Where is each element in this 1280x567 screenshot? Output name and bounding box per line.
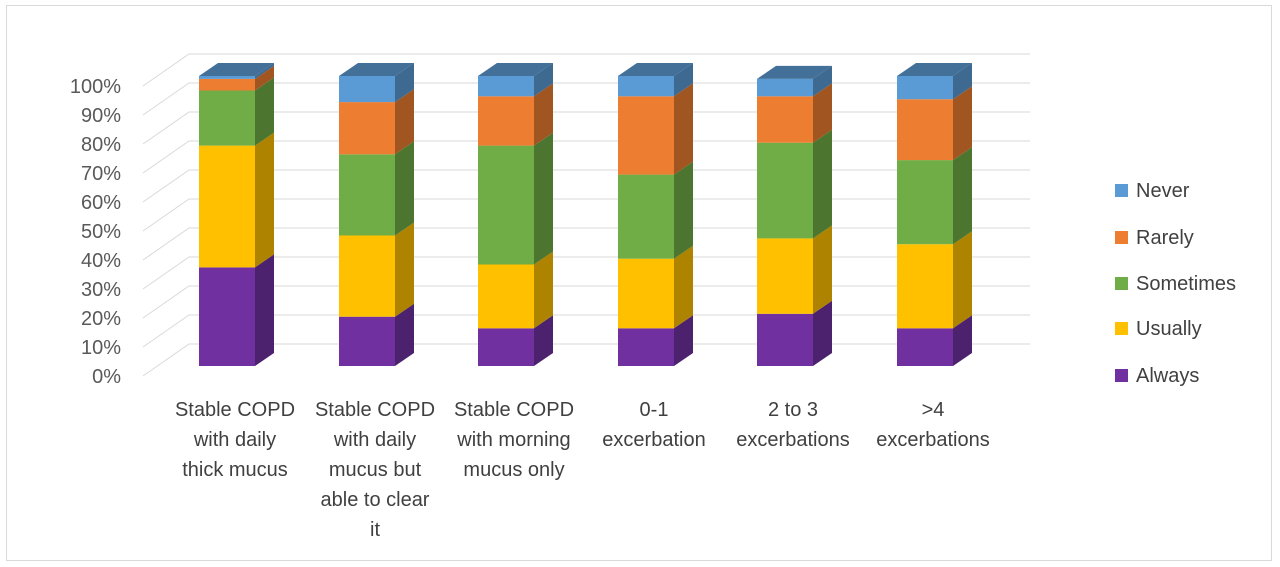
gridline <box>142 82 1030 116</box>
legend-label: Always <box>1136 365 1199 387</box>
bar-segment-rarely <box>618 83 693 175</box>
legend-item-usually: Usually <box>1115 318 1202 340</box>
bar-segment-rarely <box>757 83 832 143</box>
bar-stack <box>618 63 693 366</box>
bar-segment-usually <box>339 222 414 317</box>
bars <box>199 63 972 366</box>
y-tick-label: 0% <box>92 366 121 388</box>
bar-segment-sometimes <box>339 141 414 236</box>
legend-swatch <box>1115 231 1128 244</box>
y-tick-label: 80% <box>81 134 121 156</box>
category-label: >4 excerbations <box>876 399 989 451</box>
bar-stack <box>897 63 972 366</box>
y-tick-label: 60% <box>81 192 121 214</box>
bar-segment-never <box>199 63 274 79</box>
gridline <box>142 256 1030 290</box>
bar-segment-always <box>618 315 693 366</box>
bar-segment-usually <box>757 225 832 314</box>
y-tick-label: 50% <box>81 221 121 243</box>
bar-segment-never <box>897 63 972 100</box>
y-tick-label: 70% <box>81 163 121 185</box>
category-label: Stable COPD with daily thick mucus <box>175 399 295 481</box>
gridline <box>142 314 1030 348</box>
bar-segment-never <box>618 63 693 97</box>
bar-segment-sometimes <box>757 129 832 239</box>
gridlines <box>142 53 1030 377</box>
legend-label: Rarely <box>1136 227 1194 249</box>
chart-frame <box>6 5 1272 561</box>
bar-segment-usually <box>199 132 274 268</box>
bar-segment-always <box>478 315 553 366</box>
bar-segment-always <box>199 254 274 366</box>
bar-segment-usually <box>618 245 693 329</box>
legend-label: Sometimes <box>1136 273 1236 295</box>
bar-segment-sometimes <box>478 132 553 265</box>
gridline <box>142 343 1030 377</box>
gridline <box>142 140 1030 174</box>
gridline <box>142 198 1030 232</box>
legend: Never Rarely Sometimes Usually Always <box>1115 180 1236 387</box>
bar-segment-always <box>339 303 414 366</box>
bar-stack <box>478 63 553 366</box>
legend-item-sometimes: Sometimes <box>1115 273 1236 295</box>
bar-segment-rarely <box>897 86 972 161</box>
legend-swatch <box>1115 322 1128 335</box>
bar-stack <box>757 65 832 366</box>
y-tick-label: 30% <box>81 279 121 301</box>
bar-segment-never <box>478 63 553 97</box>
bar-segment-sometimes <box>897 147 972 245</box>
y-tick-label: 100% <box>70 76 121 98</box>
gridline <box>142 111 1030 145</box>
y-tick-label: 90% <box>81 105 121 127</box>
gridline <box>142 53 1030 87</box>
y-tick-label: 40% <box>81 250 121 272</box>
legend-item-always: Always <box>1115 365 1199 387</box>
legend-swatch <box>1115 184 1128 197</box>
gridline <box>142 285 1030 319</box>
bar-stack <box>339 63 414 366</box>
gridline <box>142 227 1030 261</box>
category-label: Stable COPD with morning mucus only <box>454 399 574 481</box>
category-label: 2 to 3 excerbations <box>736 399 849 451</box>
y-tick-label: 10% <box>81 337 121 359</box>
bar-segment-sometimes <box>618 161 693 259</box>
legend-swatch <box>1115 369 1128 382</box>
bar-stack <box>199 63 274 366</box>
category-label: Stable COPD with daily mucus but able to cl… <box>315 399 435 541</box>
bar-segment-usually <box>897 231 972 329</box>
y-tick-label: 20% <box>81 308 121 330</box>
bar-segment-never <box>757 65 832 97</box>
legend-swatch <box>1115 277 1128 290</box>
legend-item-rarely: Rarely <box>1115 227 1194 249</box>
bar-segment-rarely <box>478 83 553 146</box>
category-label: 0-1 excerbation <box>602 399 705 451</box>
bar-segment-rarely <box>199 65 274 91</box>
bar-segment-always <box>757 300 832 366</box>
bar-segment-never <box>339 63 414 103</box>
legend-label: Never <box>1136 180 1190 202</box>
bar-segment-rarely <box>339 89 414 155</box>
y-axis-ticks: 0% 10% 20% 30% 40% 50% 60% 70% 80% 90% 100% <box>70 76 121 388</box>
bar-segment-usually <box>478 251 553 329</box>
legend-label: Usually <box>1136 318 1202 340</box>
legend-item-never: Never <box>1115 180 1190 202</box>
bar-segment-sometimes <box>199 77 274 146</box>
gridline <box>142 169 1030 203</box>
bar-segment-always <box>897 315 972 366</box>
